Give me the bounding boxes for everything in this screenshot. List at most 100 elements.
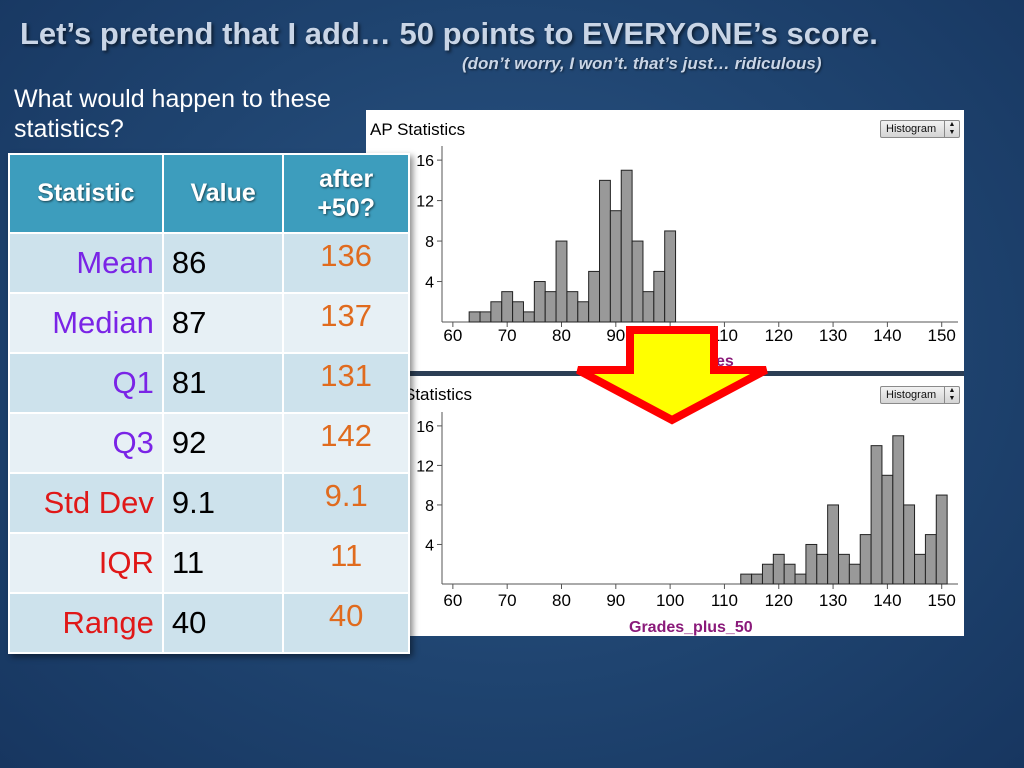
statistic-after-value: 9.1 <box>282 472 410 534</box>
y-tick-label: 12 <box>416 194 434 211</box>
histogram-bar <box>816 553 829 585</box>
x-tick-label: 60 <box>443 591 462 610</box>
x-axis-label: Grades_plus_50 <box>629 619 753 636</box>
chart-title: Statistics <box>404 385 472 404</box>
table-row: Std Dev 9.1 9.1 <box>8 472 410 534</box>
histogram-bar <box>555 240 568 323</box>
header-statistic: Statistic <box>8 153 164 234</box>
table-row: Range 40 40 <box>8 592 410 654</box>
x-tick-label: 130 <box>819 326 847 345</box>
statistic-after-value: 11 <box>282 532 410 594</box>
statistic-label: Q3 <box>8 412 164 474</box>
statistic-after-value: 142 <box>282 412 410 474</box>
question-prompt: What would happen to these statistics? <box>14 85 331 143</box>
statistic-value: 11 <box>161 532 285 594</box>
histogram-bar <box>479 311 492 323</box>
x-tick-label: 80 <box>552 591 571 610</box>
histogram-bar <box>805 543 818 585</box>
x-axis-label-fragment: es <box>716 353 734 370</box>
y-tick-label: 4 <box>425 537 434 554</box>
histogram-bar <box>588 270 601 323</box>
histogram-bar <box>468 311 481 323</box>
slide-title: Let’s pretend that I add… 50 points to E… <box>20 16 878 51</box>
updown-arrows-icon: ▲ ▼ <box>944 387 959 403</box>
statistic-value: 40 <box>161 592 285 654</box>
histogram-bar <box>751 573 763 585</box>
y-tick-label: 12 <box>416 458 434 475</box>
histogram-bar <box>566 291 579 323</box>
histogram-bar <box>620 169 633 323</box>
x-tick-label: 120 <box>765 326 793 345</box>
statistics-table: Statistic Value after +50? Mean 86 136 Medi… <box>8 153 410 654</box>
x-tick-label: 60 <box>443 326 462 345</box>
statistic-label: IQR <box>8 532 164 594</box>
histogram-menu-label: Histogram <box>886 123 937 135</box>
histogram-bar <box>827 504 840 585</box>
histogram-bar <box>631 240 644 323</box>
histogram-bar <box>772 553 785 585</box>
statistic-label: Mean <box>8 232 164 294</box>
x-tick-label: 130 <box>819 591 847 610</box>
histogram-bar <box>599 179 611 323</box>
histogram-bar <box>881 474 894 585</box>
histogram-menu-label: Histogram <box>886 389 937 401</box>
slide-subtitle: (don’t worry, I won’t. that’s just… ridi… <box>462 54 822 73</box>
histogram-bar <box>490 301 503 323</box>
x-tick-label: 100 <box>656 591 684 610</box>
x-tick-label: 70 <box>498 591 517 610</box>
header-after: after +50? <box>282 153 410 234</box>
x-tick-label: 90 <box>606 326 625 345</box>
y-tick-label: 16 <box>416 153 434 170</box>
y-tick-label: 4 <box>425 275 434 292</box>
histogram-bar <box>544 291 557 323</box>
y-tick-label: 16 <box>416 419 434 436</box>
histogram-bar <box>609 210 622 323</box>
table-row: IQR 11 11 <box>8 532 410 594</box>
statistic-after-value: 131 <box>282 352 410 414</box>
histogram-original: AP Statistics 48121660708090100110120130… <box>370 120 958 370</box>
x-tick-label: 150 <box>928 326 956 345</box>
chart-title: AP Statistics <box>370 120 465 139</box>
histogram-bar <box>924 534 937 585</box>
histogram-bar <box>859 534 872 585</box>
histogram-bar <box>664 230 677 323</box>
x-tick-label: 140 <box>873 591 901 610</box>
histogram-bar <box>740 573 753 585</box>
histogram-bar <box>892 435 905 585</box>
statistic-value: 87 <box>161 292 285 354</box>
histogram-menu[interactable]: Histogram ▲ ▼ <box>880 120 960 138</box>
histogram-menu[interactable]: Histogram ▲ ▼ <box>880 386 960 404</box>
histogram-bar <box>653 270 666 323</box>
histogram-bar <box>783 563 796 585</box>
histogram-bar <box>794 573 807 585</box>
x-tick-label: 150 <box>928 591 956 610</box>
histogram-bar <box>642 291 655 323</box>
histogram-bar <box>761 563 774 585</box>
x-tick-label: 90 <box>606 591 625 610</box>
histogram-bar <box>914 553 926 585</box>
histogram-bar <box>512 301 524 323</box>
statistic-label: Q1 <box>8 352 164 414</box>
table-row: Q1 81 131 <box>8 352 410 414</box>
table-row: Q3 92 142 <box>8 412 410 474</box>
statistic-value: 81 <box>161 352 285 414</box>
histogram-bar <box>533 281 546 323</box>
statistic-value: 9.1 <box>161 472 285 534</box>
table-header-row: Statistic Value after +50? <box>8 153 410 234</box>
statistic-label: Range <box>8 592 164 654</box>
statistic-after-value: 137 <box>282 292 410 354</box>
histogram-bar <box>935 494 948 585</box>
statistic-label: Std Dev <box>8 472 164 534</box>
x-tick-label: 120 <box>765 591 793 610</box>
histogram-shifted: Statistics 4 8 12 16 60 70 80 90 100 110 120 130 140… <box>404 385 958 636</box>
statistic-label: Median <box>8 292 164 354</box>
statistic-after-value: 136 <box>282 232 410 294</box>
x-tick-label: 140 <box>873 326 901 345</box>
header-value: Value <box>161 153 285 234</box>
x-tick-label: 70 <box>498 326 517 345</box>
y-tick-label: 8 <box>425 498 434 515</box>
down-arrow-icon <box>576 326 768 425</box>
x-tick-label: 80 <box>552 326 571 345</box>
